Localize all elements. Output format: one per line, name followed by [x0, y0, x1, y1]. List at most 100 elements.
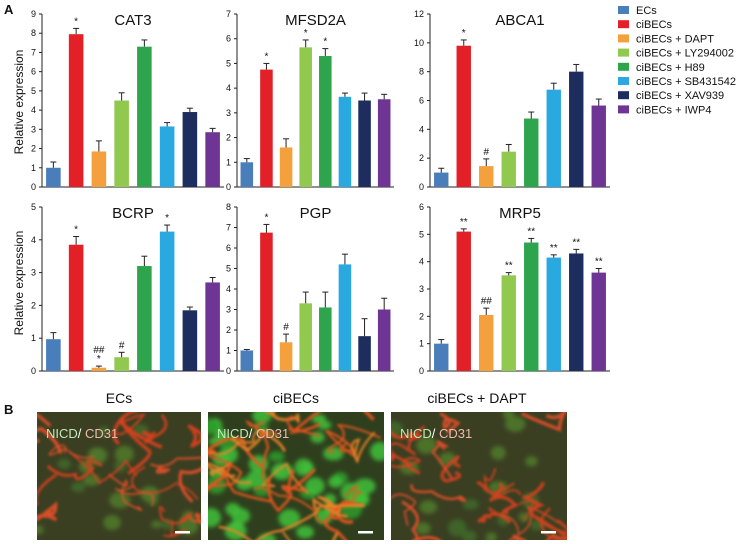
cd31-strand	[271, 412, 300, 423]
nucleus	[419, 500, 438, 514]
cd31-strand	[410, 483, 467, 502]
cd31-strand	[343, 484, 362, 501]
y-tick-label: 4	[226, 83, 231, 93]
significance-mark: *	[462, 28, 466, 39]
chart-pgp: 0 1 2 3 4 5 6 7 8 PGP * #	[226, 202, 394, 376]
y-tick-label: 8	[419, 67, 424, 77]
bar-cat3-2	[68, 34, 84, 187]
nucleus	[98, 426, 110, 438]
cd31-strand	[48, 444, 96, 459]
nucleus	[246, 470, 267, 488]
y-tick-label: 5	[419, 229, 424, 239]
cd31-strand	[540, 507, 560, 540]
nucleus	[37, 525, 44, 535]
cd31-strand	[187, 424, 201, 449]
y-tick-label: 2	[419, 311, 424, 321]
nucleus	[415, 522, 431, 535]
significance-mark: **	[527, 226, 535, 237]
significance-mark: *	[323, 37, 327, 48]
cd31-strand	[158, 506, 193, 525]
bar-mfsd2a-8	[377, 99, 391, 187]
legend: ECs ciBECs ciBECs + DAPT ciBECs + LY294002 c…	[618, 5, 736, 116]
y-tick-label: 7	[31, 47, 36, 57]
micrograph-title: ciBECs	[273, 390, 319, 406]
micrograph-title: ECs	[106, 390, 132, 406]
y-tick-label: 5	[226, 264, 231, 274]
y-tick-label: 7	[226, 9, 231, 19]
bar-bcrp-7	[182, 310, 198, 371]
label-cd31: CD31	[435, 426, 472, 441]
cd31-strand	[286, 415, 321, 438]
bar-mrp5-4	[501, 275, 516, 371]
legend-swatch	[618, 62, 629, 71]
nucleus	[229, 520, 243, 531]
y-tick-label: 2	[31, 144, 36, 154]
bar-mfsd2a-5	[319, 56, 332, 188]
bar-cat3-1	[46, 167, 61, 187]
y-tick-label: 3	[226, 305, 231, 315]
label-nicd: NICD	[217, 426, 249, 441]
y-tick-label: 6	[419, 202, 424, 212]
y-tick-label: 4	[31, 235, 36, 245]
bar-mrp5-7	[569, 253, 584, 371]
cd31-strand	[288, 412, 322, 435]
significance-mark: *	[97, 354, 101, 365]
cd31-strand	[110, 413, 146, 436]
micrograph-2: ciBECs NICD/ CD31	[208, 390, 384, 540]
nucleus	[490, 445, 506, 460]
cd31-strand	[37, 426, 62, 454]
bar-pgp-4	[299, 303, 312, 371]
cd31-strand	[68, 451, 138, 485]
nucleus	[71, 481, 86, 493]
nucleus	[103, 514, 121, 530]
micrograph-image	[208, 412, 384, 540]
label-cd31: CD31	[81, 426, 118, 441]
cd31-strand	[186, 513, 201, 523]
bar-abca1-3	[479, 166, 494, 187]
cd31-strand	[325, 429, 357, 459]
significance-mark: #	[483, 147, 489, 158]
cd31-strand	[118, 412, 163, 449]
scale-bar	[541, 531, 556, 534]
cd31-strand	[245, 419, 270, 480]
bar-pgp-7	[358, 336, 371, 371]
scale-bar	[175, 531, 190, 534]
nucleus	[448, 519, 467, 537]
significance-mark: *	[74, 16, 78, 27]
legend-swatch	[618, 77, 629, 85]
nuclei	[391, 412, 546, 540]
significance-mark: *	[264, 212, 268, 223]
nucleus	[462, 499, 479, 510]
cd31-strand	[178, 467, 201, 503]
y-tick-label: 12	[414, 9, 424, 19]
bar-mrp5-5	[524, 242, 539, 371]
cd31-strand	[267, 469, 295, 513]
significance-mark: **	[595, 257, 603, 268]
legend-label: ciBECs + SB431542	[636, 76, 736, 88]
bar-mfsd2a-4	[299, 47, 312, 187]
y-tick-label: 0	[419, 366, 424, 376]
bar-bcrp-5	[137, 266, 152, 371]
nucleus	[317, 420, 332, 430]
bar-cat3-6	[159, 126, 175, 187]
bar-abca1-8	[591, 105, 606, 187]
bar-mfsd2a-2	[260, 69, 273, 187]
nucleus	[416, 436, 437, 454]
bar-mrp5-6	[546, 257, 561, 371]
y-tick-label: 0	[31, 182, 36, 192]
cd31-strand	[131, 466, 199, 500]
y-tick-label: 1	[31, 333, 36, 343]
y-tick-label: 4	[419, 257, 424, 267]
y-tick-label: 6	[419, 96, 424, 106]
legend-swatch	[618, 48, 629, 57]
cd31-strand	[155, 464, 171, 474]
nucleus	[296, 525, 314, 539]
bar-bcrp-2	[68, 244, 84, 371]
nucleus	[370, 441, 384, 461]
nucleus	[208, 418, 219, 435]
legend-swatch	[618, 91, 629, 100]
bar-pgp-8	[377, 309, 391, 371]
cd31-strand	[46, 459, 103, 481]
cd31-strand	[114, 484, 155, 507]
